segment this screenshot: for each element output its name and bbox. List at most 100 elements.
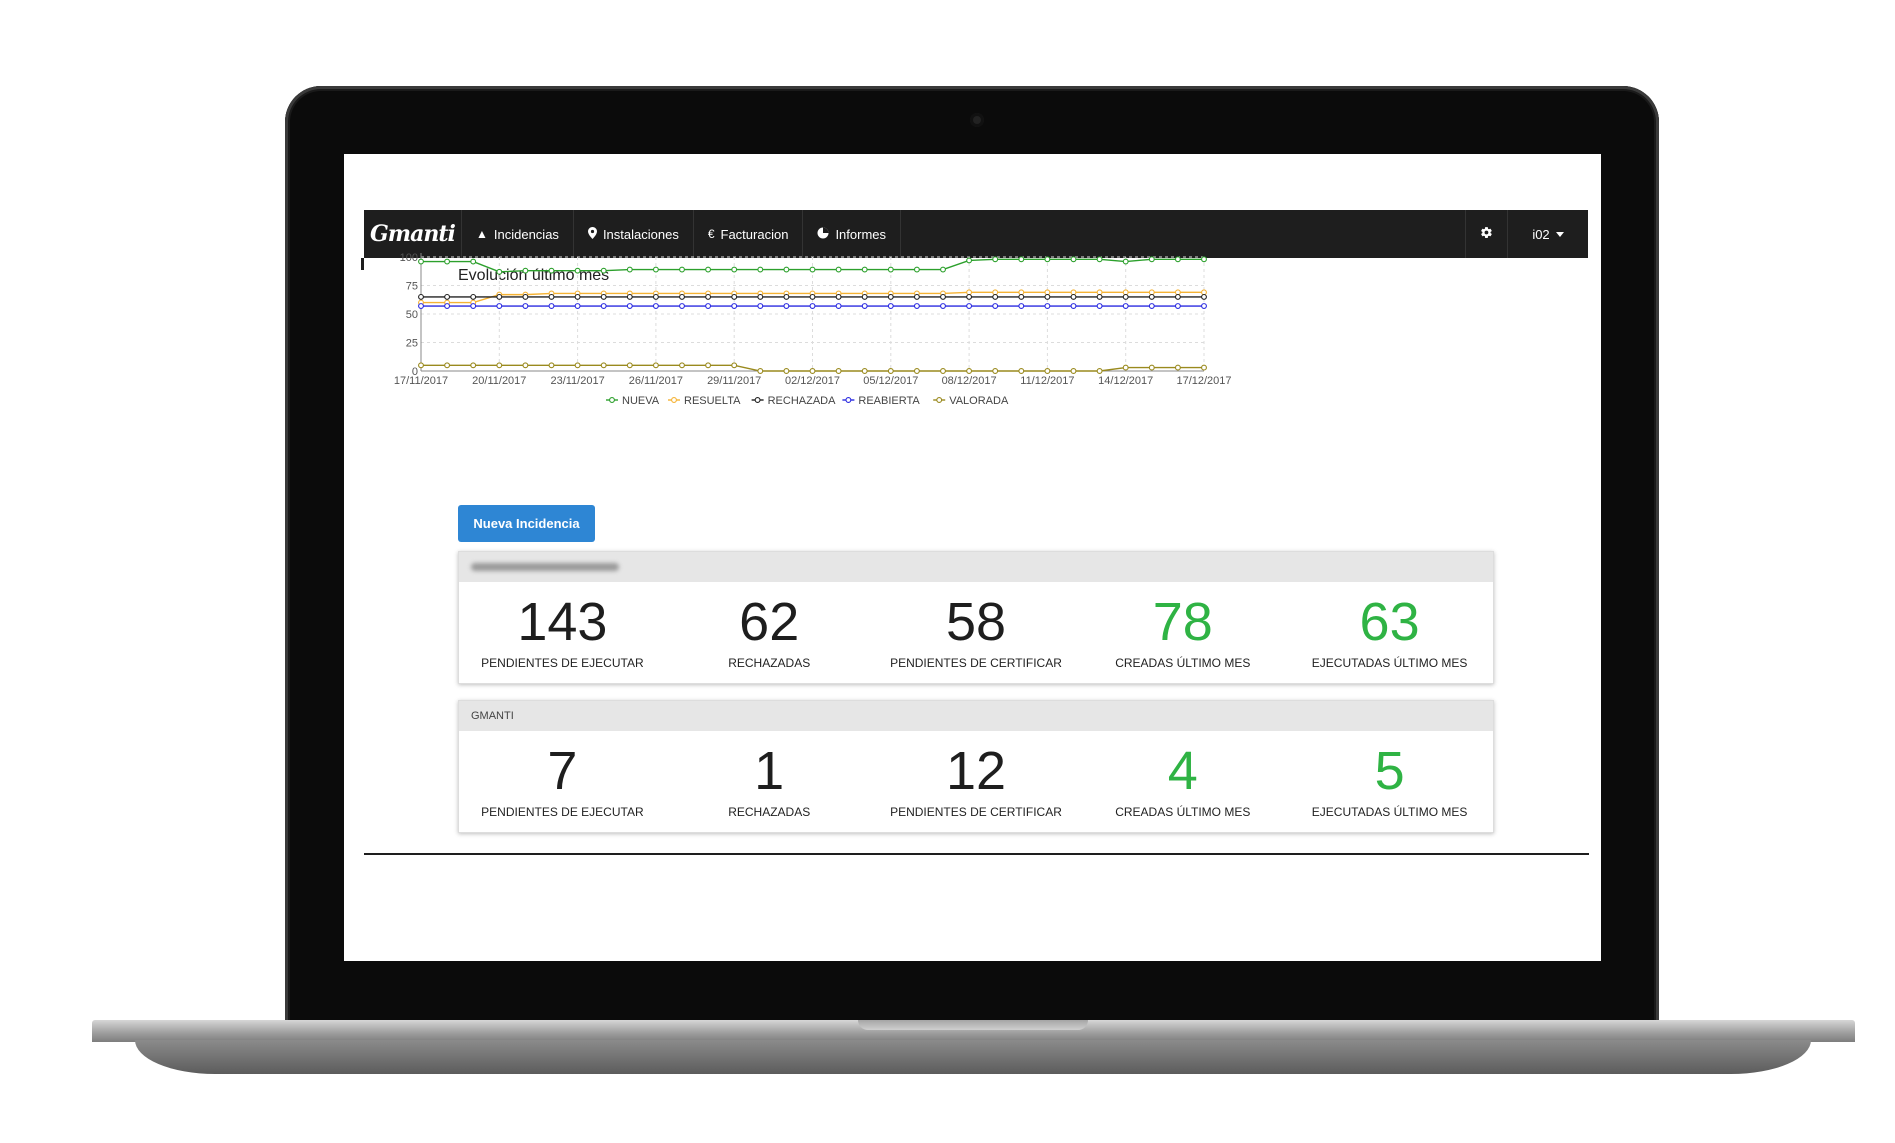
data-point-rechazada: [1070, 293, 1077, 300]
stat-ejecutadas-ultimo-mes[interactable]: 63 EJECUTADAS ÚLTIMO MES: [1286, 582, 1493, 682]
stat-ejecutadas-ultimo-mes[interactable]: 5 EJECUTADAS ÚLTIMO MES: [1286, 731, 1493, 831]
new-incidencia-button[interactable]: Nueva Incidencia: [458, 505, 595, 542]
legend-label: NUEVA: [622, 395, 660, 407]
stat-value: 62: [739, 592, 800, 652]
stats-panel-gmanti: GMANTI 7 PENDIENTES DE EJECUTAR 1 RECHAZ…: [458, 700, 1494, 833]
brand-logo[interactable]: Gmanti: [364, 210, 462, 258]
y-tick-label: 25: [406, 338, 418, 350]
data-point-valorada: [444, 362, 451, 369]
data-point-rechazada: [783, 293, 790, 300]
data-point-reabierta: [1201, 303, 1207, 309]
nav-item-facturacion[interactable]: € Facturacion: [694, 210, 804, 258]
settings-button[interactable]: [1465, 210, 1507, 258]
stat-pendientes-ejecutar[interactable]: 143 PENDIENTES DE EJECUTAR: [459, 582, 666, 682]
nav-label: Informes: [835, 226, 887, 242]
data-point-nueva: [470, 258, 477, 265]
user-menu[interactable]: i02: [1507, 210, 1588, 258]
stat-label: EJECUTADAS ÚLTIMO MES: [1311, 805, 1468, 819]
data-point-rechazada: [731, 293, 738, 300]
nav-label: Instalaciones: [602, 226, 679, 242]
stat-pendientes-certificar[interactable]: 12 PENDIENTES DE CERTIFICAR: [873, 731, 1080, 831]
stat-label: PENDIENTES DE CERTIFICAR: [890, 805, 1062, 819]
data-point-reabierta: [548, 303, 555, 309]
data-point-nueva: [757, 266, 764, 273]
data-point-rechazada: [548, 293, 555, 300]
data-point-reabierta: [626, 303, 633, 309]
data-point-rechazada: [1122, 293, 1129, 300]
data-point-nueva: [861, 266, 868, 273]
bottom-rule: [364, 853, 1589, 855]
data-point-nueva: [705, 266, 712, 273]
data-point-rechazada: [835, 293, 842, 300]
data-point-valorada: [418, 362, 424, 369]
x-tick-label: 20/11/2017: [472, 375, 526, 387]
data-point-nueva: [522, 267, 529, 274]
data-point-nueva: [1018, 256, 1025, 263]
data-point-reabierta: [913, 303, 920, 309]
gear-icon: [1480, 226, 1493, 242]
data-point-rechazada: [444, 293, 451, 300]
stat-rechazadas[interactable]: 1 RECHAZADAS: [666, 731, 873, 831]
data-point-rechazada: [679, 293, 685, 300]
stat-rechazadas[interactable]: 62 RECHAZADAS: [666, 582, 873, 682]
laptop-base: [92, 1020, 1855, 1042]
data-point-reabierta: [522, 303, 529, 309]
data-point-nueva: [940, 266, 946, 273]
legend-label: RECHAZADA: [768, 395, 837, 407]
y-tick-label: 0: [412, 366, 418, 378]
stat-value: 12: [945, 741, 1007, 801]
data-point-valorada: [757, 368, 764, 374]
data-point-valorada: [522, 362, 529, 369]
data-point-rechazada: [940, 293, 946, 300]
data-point-valorada: [731, 362, 738, 369]
data-point-reabierta: [418, 303, 424, 309]
data-point-nueva: [574, 267, 581, 274]
legend-marker: [609, 397, 615, 403]
data-point-valorada: [470, 362, 477, 369]
data-point-nueva: [1201, 256, 1207, 263]
stat-value: 1: [754, 741, 785, 801]
data-point-nueva: [835, 266, 842, 273]
data-point-reabierta: [600, 303, 607, 309]
stat-creadas-ultimo-mes[interactable]: 4 CREADAS ÚLTIMO MES: [1079, 731, 1286, 831]
nav-item-instalaciones[interactable]: Instalaciones: [574, 210, 694, 258]
data-point-reabierta: [940, 303, 946, 309]
data-point-valorada: [1018, 368, 1025, 374]
data-point-valorada: [1148, 364, 1155, 371]
data-point-reabierta: [496, 303, 503, 309]
data-point-reabierta: [1174, 303, 1181, 309]
data-point-reabierta: [861, 303, 868, 309]
nav-item-informes[interactable]: Informes: [803, 210, 902, 258]
screen: Gmanti ▲ Incidencias Instalaciones € Fac…: [344, 154, 1601, 961]
data-point-nueva: [992, 256, 999, 263]
stat-creadas-ultimo-mes[interactable]: 78 CREADAS ÚLTIMO MES: [1079, 582, 1286, 682]
data-point-rechazada: [600, 293, 607, 300]
data-point-nueva: [600, 267, 607, 274]
x-tick-label: 11/12/2017: [1020, 375, 1074, 387]
nav-label: Incidencias: [493, 226, 559, 242]
legend-label: REABIERTA: [858, 395, 920, 407]
navbar: Gmanti ▲ Incidencias Instalaciones € Fac…: [364, 210, 1588, 258]
stats-row: 143 PENDIENTES DE EJECUTAR 62 RECHAZADAS…: [459, 582, 1493, 682]
data-point-rechazada: [418, 293, 424, 300]
data-point-reabierta: [966, 303, 973, 309]
x-tick-label: 17/11/2017: [394, 375, 448, 387]
data-point-rechazada: [496, 293, 503, 300]
stat-label: EJECUTADAS ÚLTIMO MES: [1311, 656, 1468, 670]
data-point-rechazada: [1174, 293, 1181, 300]
euro-icon: €: [707, 227, 715, 241]
legend-marker: [936, 397, 943, 403]
stat-value: 4: [1167, 741, 1198, 801]
y-tick-label: 50: [406, 309, 418, 321]
data-point-nueva: [966, 257, 973, 264]
stat-pendientes-certificar[interactable]: 58 PENDIENTES DE CERTIFICAR: [873, 582, 1080, 682]
stat-pendientes-ejecutar[interactable]: 7 PENDIENTES DE EJECUTAR: [459, 731, 666, 831]
data-point-reabierta: [1096, 303, 1103, 309]
stat-value: 143: [517, 592, 608, 652]
stats-panel-company: 143 PENDIENTES DE EJECUTAR 62 RECHAZADAS…: [458, 551, 1494, 684]
nav-item-incidencias[interactable]: ▲ Incidencias: [462, 210, 574, 258]
stat-value: 63: [1359, 592, 1420, 652]
legend-label: RESUELTA: [684, 395, 741, 407]
y-tick-label: 75: [406, 281, 418, 293]
data-point-reabierta: [574, 303, 581, 309]
